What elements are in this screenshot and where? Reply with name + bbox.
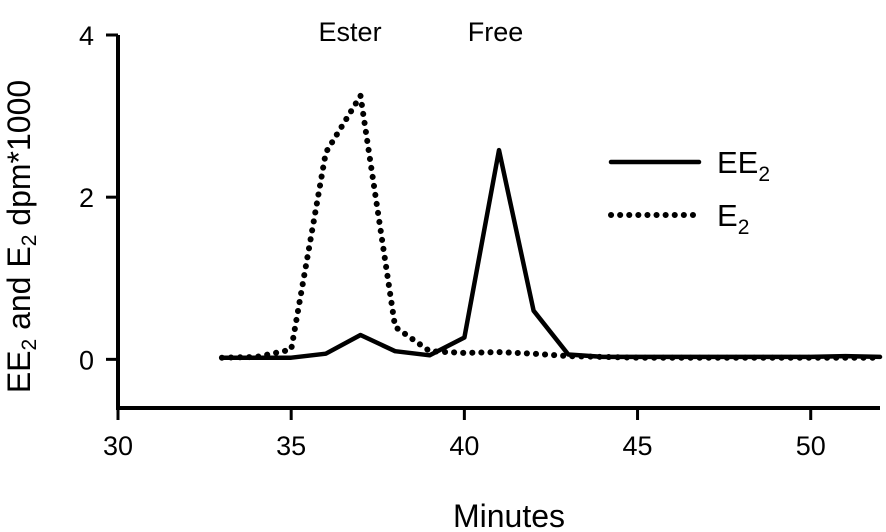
- annotations: Ester Free: [319, 17, 524, 47]
- y-tick-label: 4: [79, 21, 94, 51]
- y-axis-title: EE2 and E2 dpm*1000: [1, 80, 41, 393]
- x-tick-label: 40: [449, 431, 479, 461]
- peak-annotation: Ester: [319, 17, 382, 47]
- y-tick-label: 0: [79, 345, 94, 375]
- x-tick-label: 35: [276, 431, 306, 461]
- legend-label: EE2: [717, 145, 770, 186]
- peak-annotation: Free: [468, 17, 524, 47]
- y-tick-label: 2: [79, 183, 94, 213]
- series-layer: [218, 92, 883, 361]
- x-tick-label: 45: [623, 431, 653, 461]
- series-line-e2: [218, 92, 883, 361]
- series-line-ee2: [219, 147, 883, 360]
- x-axis-title: Minutes: [453, 498, 565, 532]
- x-tick-label: 50: [796, 431, 826, 461]
- legend-label: E2: [717, 198, 749, 239]
- axes: 30 35 40 45 50 0 2 4 Minutes EE2 and E2 dpm*1000: [1, 21, 880, 532]
- x-tick-label: 30: [103, 431, 133, 461]
